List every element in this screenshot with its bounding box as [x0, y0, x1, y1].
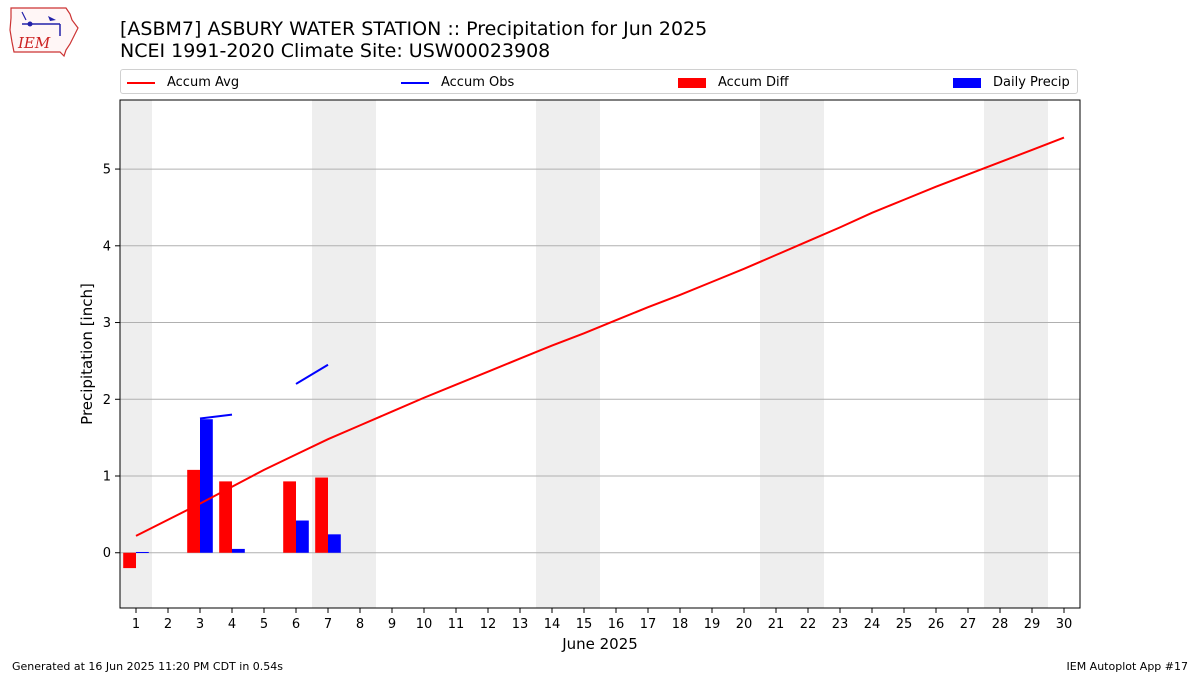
legend-swatch-daily-precip [953, 77, 981, 88]
weekend-band [984, 100, 1048, 608]
x-tick-label: 1 [132, 617, 140, 632]
x-tick-label: 12 [480, 617, 497, 632]
weekend-band [120, 100, 152, 608]
x-tick-label: 11 [448, 617, 465, 632]
x-tick-label: 28 [992, 617, 1009, 632]
app-credit: IEM Autoplot App #17 [1066, 660, 1189, 673]
x-tick-label: 7 [324, 617, 332, 632]
daily-precip-bar [136, 551, 149, 553]
x-tick-label: 22 [800, 617, 817, 632]
x-tick-label: 3 [196, 617, 204, 632]
logo-text: IEM [17, 34, 51, 52]
legend-item-daily-precip: Daily Precip [953, 70, 1070, 95]
daily-precip-bar [328, 534, 341, 553]
generated-timestamp: Generated at 16 Jun 2025 11:20 PM CDT in… [12, 660, 284, 673]
legend-swatch-accum-diff [678, 77, 706, 88]
legend-label-accum-diff: Accum Diff [718, 75, 789, 90]
x-tick-label: 18 [672, 617, 689, 632]
daily-precip-bar [232, 548, 245, 553]
x-tick-label: 30 [1056, 617, 1073, 632]
y-tick-label: 3 [103, 316, 111, 331]
x-tick-label: 13 [512, 617, 529, 632]
chart-subtitle: NCEI 1991-2020 Climate Site: USW00023908 [120, 40, 551, 62]
x-tick-label: 16 [608, 617, 625, 632]
x-tick-label: 9 [388, 617, 396, 632]
accum-diff-bar [123, 552, 136, 569]
legend-item-accum-diff: Accum Diff [678, 70, 789, 95]
daily-precip-bar [296, 520, 309, 553]
x-tick-label: 24 [864, 617, 881, 632]
accum-obs-line [295, 363, 329, 385]
weekend-band [760, 100, 824, 608]
x-tick-label: 21 [768, 617, 785, 632]
y-tick-label: 2 [103, 393, 111, 408]
accum-diff-bar [219, 481, 232, 553]
x-tick-label: 26 [928, 617, 945, 632]
y-tick-label: 4 [103, 239, 111, 254]
x-tick-label: 4 [228, 617, 236, 632]
x-tick-label: 23 [832, 617, 849, 632]
legend-swatch-accum-avg [127, 81, 155, 84]
x-tick-label: 5 [260, 617, 268, 632]
x-tick-label: 17 [640, 617, 657, 632]
x-tick-label: 29 [1024, 617, 1041, 632]
daily-precip-bar [200, 419, 213, 553]
y-tick-label: 1 [103, 470, 111, 485]
x-tick-label: 20 [736, 617, 753, 632]
x-tick-label: 27 [960, 617, 977, 632]
legend-item-accum-avg: Accum Avg [127, 70, 239, 95]
y-tick-label: 5 [103, 163, 111, 178]
accum-obs-line [199, 413, 233, 420]
y-tick-label: 0 [103, 546, 111, 561]
x-tick-label: 6 [292, 617, 300, 632]
legend-swatch-accum-obs [401, 81, 429, 84]
x-tick-label: 8 [356, 617, 364, 632]
legend-label-accum-obs: Accum Obs [441, 75, 515, 90]
chart-title: [ASBM7] ASBURY WATER STATION :: Precipit… [120, 18, 708, 40]
accum-diff-bar [187, 469, 200, 553]
x-tick-label: 15 [576, 617, 593, 632]
x-tick-label: 14 [544, 617, 561, 632]
accum-diff-bar [315, 477, 328, 553]
plot-frame [119, 99, 1081, 609]
x-tick-label: 19 [704, 617, 721, 632]
accum-diff-bar [283, 481, 296, 553]
x-tick-label: 25 [896, 617, 913, 632]
accum-avg-line [135, 136, 1065, 537]
x-tick-label: 10 [416, 617, 433, 632]
legend-item-accum-obs: Accum Obs [401, 70, 514, 95]
x-axis-label: June 2025 [561, 635, 638, 653]
y-axis-label: Precipitation [inch] [78, 283, 96, 425]
legend-label-accum-avg: Accum Avg [167, 75, 240, 90]
weekend-band [536, 100, 600, 608]
x-tick-label: 2 [164, 617, 172, 632]
chart-legend: Accum Avg Accum Obs Accum Diff Daily Pre… [120, 69, 1078, 94]
iem-logo: IEM [9, 7, 79, 58]
legend-label-daily-precip: Daily Precip [993, 75, 1070, 90]
